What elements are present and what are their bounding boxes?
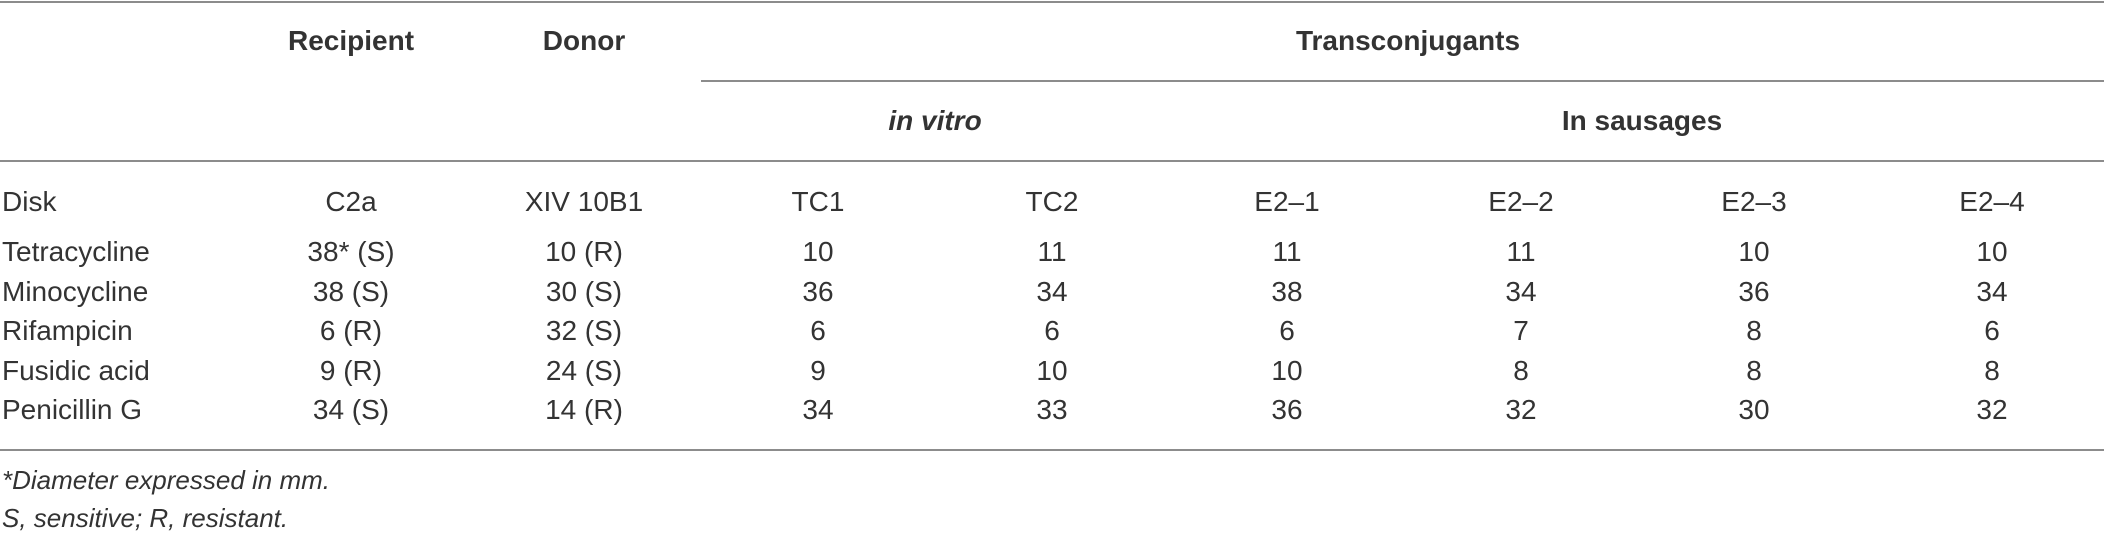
column-header-xiv-10b1: XIV 10B1 [524,186,644,217]
column-header-disk: Disk [2,186,57,217]
header-donor: Donor [542,25,626,56]
table-cell: 8 [1746,355,1762,386]
table-cell: 6 [1044,315,1060,346]
table-cell: 6 [1279,315,1295,346]
footnote-diameter: *Diameter expressed in mm. [2,465,330,495]
table-cell: 34 [1976,276,2008,307]
table-cell: 34 [1036,276,1068,307]
table-cell: 6 (R) [319,315,383,346]
column-header-c2a: C2a [325,186,377,217]
table-cell: 36 [1271,394,1303,425]
header-transconjugants: Transconjugants [1295,25,1521,56]
header-recipient: Recipient [287,25,415,56]
row-label-tetracycline: Tetracycline [2,236,150,267]
table-bottom-rule [0,449,2104,451]
table-cell: 11 [1272,236,1302,267]
table-cell: 8 [1746,315,1762,346]
row-label-minocycline: Minocycline [2,276,149,307]
table-cell: 6 [1984,315,2000,346]
table-cell: 30 [1738,394,1770,425]
header-in-sausages: In sausages [1561,105,1723,136]
table-cell: 10 [1738,236,1770,267]
table-cell: 11 [1037,236,1067,267]
row-label-penicillin-g: Penicillin G [2,394,143,425]
row-label-fusidic-acid: Fusidic acid [2,355,150,386]
table-cell: 34 (S) [312,394,390,425]
column-header-tc2: TC2 [1025,186,1079,217]
table-cell: 30 (S) [545,276,623,307]
header-in-vitro: in vitro [888,105,982,136]
table-cell: 24 (S) [545,355,623,386]
table-cell: 7 [1513,315,1529,346]
table-top-rule [0,1,2104,3]
header-bottom-rule [0,160,2104,162]
table-cell: 36 [1738,276,1770,307]
table-cell: 38* (S) [307,236,395,267]
table-cell: 34 [1505,276,1537,307]
table-cell: 9 (R) [319,355,383,386]
column-header-e2-4: E2–4 [1959,186,2025,217]
table-cell: 38 (S) [312,276,390,307]
table-cell: 10 [1036,355,1068,386]
row-label-rifampicin: Rifampicin [2,315,133,346]
table-cell: 10 [802,236,834,267]
table-cell: 10 [1976,236,2008,267]
footnote-abbreviations: S, sensitive; R, resistant. [2,503,289,533]
table-cell: 36 [802,276,834,307]
table-cell: 11 [1506,236,1536,267]
column-header-tc1: TC1 [791,186,845,217]
table-cell: 6 [810,315,826,346]
table-cell: 33 [1036,394,1068,425]
table-cell: 34 [802,394,834,425]
column-header-e2-1: E2–1 [1254,186,1320,217]
table-cell: 32 (S) [545,315,623,346]
table-cell: 10 (R) [545,236,623,267]
table-cell: 9 [810,355,826,386]
table-cell: 10 [1271,355,1303,386]
table-cell: 8 [1984,355,2000,386]
table-cell: 38 [1271,276,1303,307]
transconjugants-span-rule [701,80,2104,82]
column-header-e2-3: E2–3 [1721,186,1787,217]
column-header-e2-2: E2–2 [1488,186,1554,217]
table-cell: 14 (R) [545,394,623,425]
table-cell: 32 [1505,394,1537,425]
table-cell: 8 [1513,355,1529,386]
table-cell: 32 [1976,394,2008,425]
